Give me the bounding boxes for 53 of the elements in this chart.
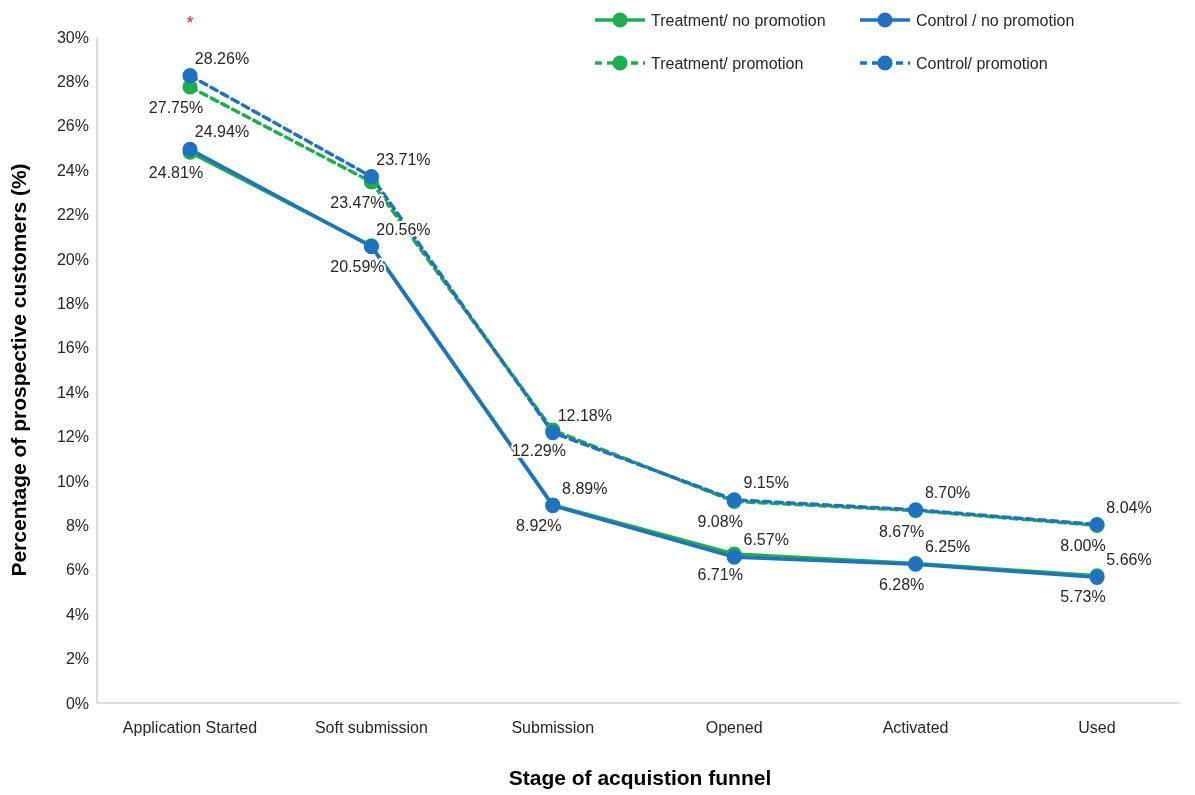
data-label: 8.92%: [516, 516, 562, 534]
data-label: 6.25%: [924, 538, 971, 556]
y-tick-label: 16%: [56, 339, 89, 357]
x-tick-label: Soft submission: [314, 719, 428, 736]
data-label: 24.94%: [194, 123, 250, 141]
legend-label: Treatment/ no promotion: [651, 11, 826, 29]
y-tick-label: 2%: [65, 650, 89, 668]
legend-label: Control/ promotion: [916, 54, 1048, 72]
data-label: 8.89%: [562, 479, 608, 497]
data-label: 8.04%: [1106, 498, 1152, 516]
data-label: 5.66%: [1106, 551, 1152, 569]
y-tick-label: 30%: [56, 28, 89, 46]
data-label: 28.26%: [194, 49, 250, 67]
y-tick-label: 20%: [56, 250, 89, 268]
y-tick-label: 14%: [56, 383, 89, 401]
data-label: 20.59%: [330, 257, 385, 275]
x-tick-label: Activated: [882, 719, 949, 736]
data-label: 27.75%: [148, 98, 204, 116]
data-label: 8.70%: [924, 483, 971, 501]
legend-label: Control / no promotion: [916, 11, 1075, 29]
y-tick-label: 18%: [56, 295, 89, 312]
y-tick-label: 22%: [56, 206, 89, 224]
x-tick-label: Application Started: [122, 719, 258, 736]
data-label: 8.67%: [878, 522, 925, 540]
y-tick-label: 26%: [56, 117, 89, 135]
point: [363, 169, 379, 185]
x-tick-label: Opened: [705, 719, 763, 736]
point: [182, 68, 198, 84]
x-axis-title: Stage of acquistion funnel: [508, 766, 772, 789]
data-label: 12.18%: [557, 406, 612, 424]
data-label: 9.08%: [697, 513, 743, 531]
y-tick-label: 12%: [56, 428, 89, 446]
data-label: 6.57%: [743, 531, 789, 549]
data-label: 24.81%: [148, 164, 204, 182]
y-tick-label: 0%: [65, 694, 89, 712]
x-tick-label: Used: [1078, 719, 1116, 736]
data-label: 6.71%: [697, 566, 743, 584]
y-tick-label: 10%: [56, 472, 89, 490]
y-tick-label: 4%: [65, 605, 89, 623]
x-tick-label: Submission: [511, 719, 595, 736]
y-tick-label: 6%: [65, 561, 89, 579]
data-label: 5.73%: [1060, 587, 1106, 605]
data-label: 23.47%: [330, 193, 385, 211]
text: *: [186, 13, 194, 33]
data-label: 6.28%: [878, 575, 925, 593]
data-label: 8.00%: [1060, 537, 1106, 555]
legend-label: Treatment/ promotion: [651, 54, 804, 72]
data-label: 9.15%: [743, 473, 789, 491]
y-tick-label: 24%: [56, 161, 89, 179]
y-tick-label: 8%: [65, 517, 89, 534]
y-axis-title: Percentage of prospective customers (%): [7, 163, 30, 577]
y-tick-label: 28%: [56, 73, 89, 90]
data-label: 23.71%: [376, 150, 431, 168]
